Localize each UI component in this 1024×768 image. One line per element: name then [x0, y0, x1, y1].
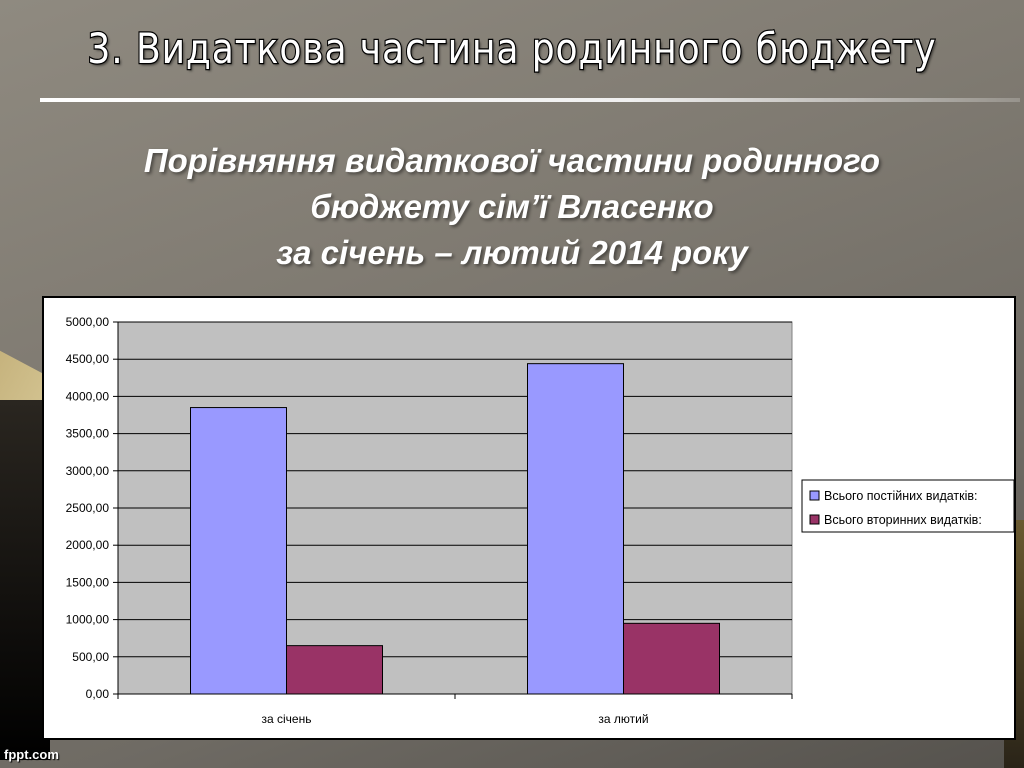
- x-tick-label: за січень: [262, 712, 312, 726]
- y-tick-label: 2500,00: [66, 501, 110, 515]
- y-tick-label: 500,00: [72, 650, 109, 664]
- footer-logo: fppt.com: [4, 747, 59, 762]
- y-tick-label: 1500,00: [66, 575, 110, 589]
- y-tick-label: 1000,00: [66, 613, 110, 627]
- x-tick-label: за лютий: [598, 712, 648, 726]
- y-tick-label: 5000,00: [66, 315, 110, 329]
- y-tick-label: 3500,00: [66, 427, 110, 441]
- title-divider: [40, 98, 1020, 102]
- bar: [286, 645, 383, 695]
- decorative-dark-band: [0, 400, 50, 760]
- y-tick-label: 2000,00: [66, 538, 110, 552]
- bar-chart: 0,00 500,00 1000,00 1500,00 2000,00 2500,00 30…: [66, 315, 1015, 726]
- legend-swatch: [809, 514, 820, 525]
- y-tick-label: 4000,00: [66, 389, 110, 403]
- y-tick-label: 4500,00: [66, 352, 110, 366]
- slide-title: 3. Видаткова частина родинного бюджету: [86, 23, 937, 75]
- subtitle-line-3: за січень – лютий 2014 року: [276, 234, 748, 271]
- legend-label: Всього вторинних видатків:: [824, 513, 982, 527]
- bar: [190, 407, 287, 695]
- bar: [527, 363, 624, 695]
- y-tick-label: 0,00: [86, 687, 110, 701]
- chart-subtitle: Порівняння видаткової частини родинного …: [0, 138, 1024, 276]
- legend: [801, 479, 1015, 533]
- bar: [623, 622, 720, 695]
- legend-swatch: [809, 490, 820, 501]
- y-tick-label: 3000,00: [66, 464, 110, 478]
- subtitle-line-1: Порівняння видаткової частини родинного: [143, 142, 881, 179]
- subtitle-line-2: бюджету сім’ї Власенко: [310, 188, 714, 225]
- legend-label: Всього постійних видатків:: [824, 489, 978, 503]
- chart-frame: 0,00 500,00 1000,00 1500,00 2000,00 2500,00 30…: [42, 296, 1016, 740]
